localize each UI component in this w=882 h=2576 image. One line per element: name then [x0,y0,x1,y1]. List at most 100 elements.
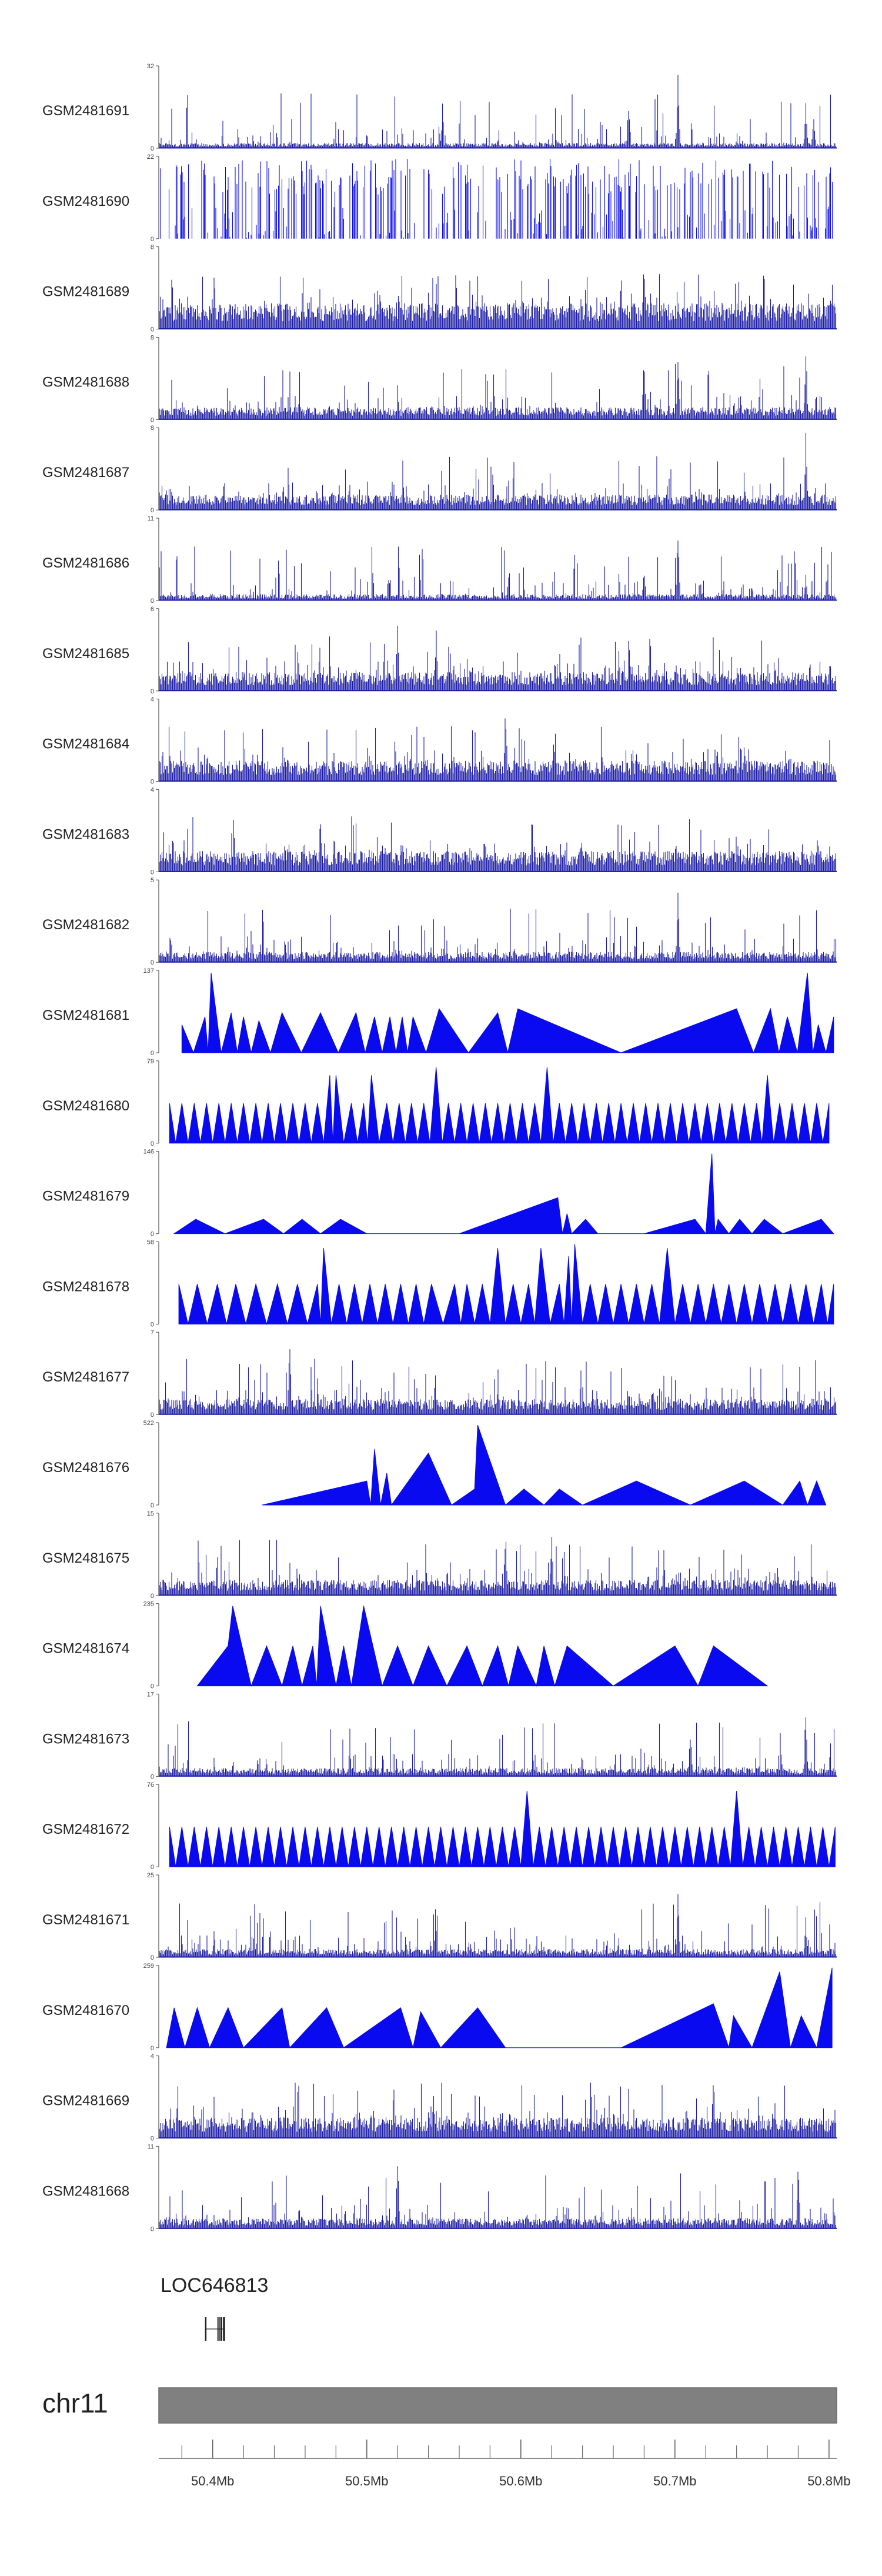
coverage-area [181,972,834,1054]
gene-exon [205,2317,207,2341]
y-max-label: 8 [151,425,154,432]
y-min-label: 0 [151,2225,154,2233]
track-GSM2481683: GSM2481683 4 0 [42,786,837,876]
track-label: GSM2481670 [42,2003,129,2018]
track-GSM2481679: GSM2481679 146 0 [42,1149,834,1238]
track-label: GSM2481689 [42,284,129,300]
track-label: GSM2481674 [42,1641,129,1657]
y-min-label: 0 [151,1050,154,1057]
y-max-label: 17 [147,1691,154,1698]
track-label: GSM2481687 [42,465,129,481]
y-max-label: 6 [151,606,154,613]
y-max-label: 58 [147,1239,154,1246]
y-min-label: 0 [151,598,154,605]
x-tick-label: 50.6Mb [499,2474,542,2488]
track-GSM2481690: GSM2481690 22 0 [42,154,833,243]
track-GSM2481676: GSM2481676 522 0 [42,1420,827,1509]
y-max-label: 7 [151,1329,154,1336]
y-max-label: 5 [151,877,154,884]
y-max-label: 32 [147,63,154,70]
coverage-bars [159,356,837,420]
x-tick-label: 50.7Mb [653,2474,696,2488]
track-GSM2481689: GSM2481689 8 0 [42,244,837,333]
coverage-bars [159,1717,837,1777]
track-label: GSM2481681 [42,1007,129,1023]
track-label: GSM2481675 [42,1550,129,1566]
x-tick-label: 50.4Mb [191,2474,234,2488]
coverage-bars [159,1894,837,1957]
y-min-label: 0 [151,1502,154,1509]
track-label: GSM2481677 [42,1369,129,1385]
y-min-label: 0 [151,869,154,876]
gene-track: LOC646813 [161,2274,268,2341]
coverage-bars [159,1537,837,1596]
y-max-label: 4 [151,786,154,793]
coverage-bars [159,1349,837,1415]
track-GSM2481686: GSM2481686 11 0 [42,515,837,605]
track-GSM2481682: GSM2481682 5 0 [42,877,837,966]
track-GSM2481671: GSM2481671 25 0 [42,1872,837,1961]
track-GSM2481673: GSM2481673 17 0 [42,1691,837,1780]
y-min-label: 0 [151,779,154,786]
coverage-bars [159,540,837,600]
coverage-bars [159,625,837,691]
coverage-bars [159,892,837,963]
y-min-label: 0 [151,1412,154,1419]
gene-exon [220,2317,222,2341]
track-GSM2481684: GSM2481684 4 0 [42,696,837,786]
track-GSM2481680: GSM2481680 79 0 [42,1058,830,1147]
y-max-label: 11 [148,2143,154,2150]
y-min-label: 0 [151,1683,154,1690]
track-GSM2481675: GSM2481675 15 0 [42,1510,837,1600]
genome-axis: 50.4Mb 50.5Mb 50.6Mb 50.7Mb 50.8Mb [159,2440,851,2488]
y-max-label: 4 [151,696,154,703]
coverage-bars [159,274,837,329]
y-min-label: 0 [151,1140,154,1147]
y-max-label: 259 [143,1963,154,1970]
track-GSM2481668: GSM2481668 11 0 [42,2143,837,2233]
track-label: GSM2481688 [42,374,129,390]
track-label: GSM2481683 [42,826,129,842]
y-max-label: 76 [147,1781,154,1788]
coverage-area [196,1606,769,1687]
track-GSM2481691: GSM2481691 32 0 [42,63,837,152]
track-GSM2481688: GSM2481688 8 0 [42,334,837,423]
gene-label: LOC646813 [161,2274,268,2297]
chromosome-label: chr11 [42,2388,108,2418]
y-min-label: 0 [151,236,154,243]
y-min-label: 0 [151,145,154,152]
track-label: GSM2481686 [42,555,129,571]
y-max-label: 8 [151,334,154,341]
chromosome-ideogram [158,2387,837,2424]
y-min-label: 0 [151,2045,154,2052]
track-GSM2481685: GSM2481685 6 0 [42,606,837,695]
coverage-bars [159,816,837,872]
track-label: GSM2481668 [42,2183,129,2199]
track-label: GSM2481685 [42,646,129,662]
track-label: GSM2481680 [42,1098,129,1114]
track-GSM2481687: GSM2481687 8 0 [42,425,837,514]
track-GSM2481669: GSM2481669 4 0 [42,2053,837,2143]
gene-exon [223,2317,225,2341]
x-tick-label: 50.5Mb [345,2474,388,2488]
track-GSM2481677: GSM2481677 7 0 [42,1329,837,1419]
track-label: GSM2481669 [42,2093,129,2109]
y-min-label: 0 [151,2135,154,2143]
ideogram-track: chr11 [42,2387,837,2424]
track-GSM2481681: GSM2481681 137 0 [42,967,834,1057]
coverage-area [173,1153,834,1234]
y-min-label: 0 [151,959,154,966]
y-max-label: 8 [151,244,154,251]
y-min-label: 0 [151,1593,154,1600]
track-label: GSM2481684 [42,736,129,752]
y-max-label: 25 [147,1872,154,1879]
track-label: GSM2481690 [42,193,129,209]
gene-exon [219,2317,221,2341]
track-GSM2481674: GSM2481674 235 0 [42,1601,769,1690]
y-min-label: 0 [151,1773,154,1780]
y-min-label: 0 [151,1321,154,1328]
y-max-label: 235 [143,1601,154,1608]
data-tracks: GSM2481691320GSM2481690220GSM248168980GS… [42,63,837,2233]
y-min-label: 0 [151,1231,154,1238]
